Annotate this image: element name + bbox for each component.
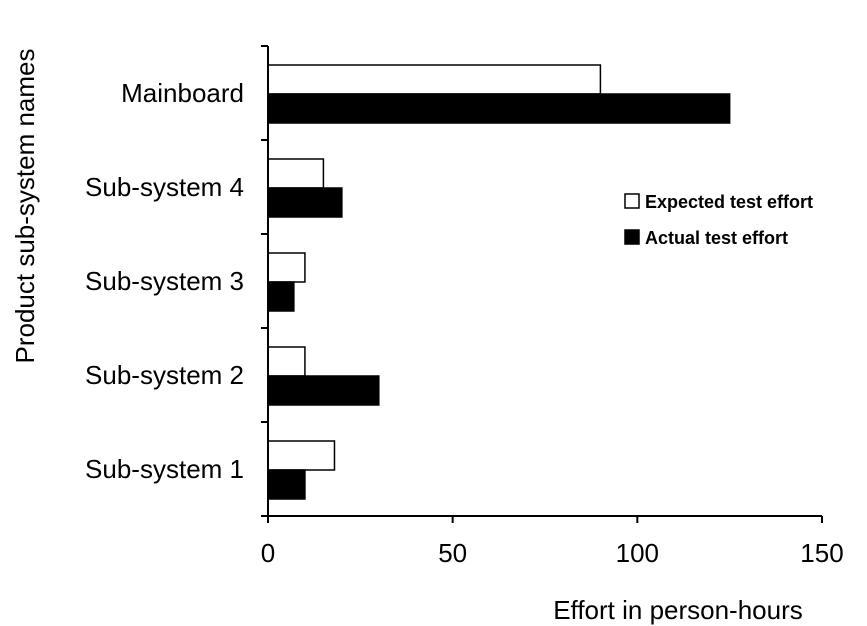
bar-actual-0 <box>267 469 306 500</box>
bar-actual-2 <box>267 281 295 312</box>
bar-expected-4 <box>267 64 602 95</box>
x-tick-label-2: 100 <box>616 538 659 568</box>
bar-expected-2 <box>267 252 306 283</box>
category-label-3: Sub-system 4 <box>85 172 244 202</box>
y-axis-title: Product sub-system names <box>10 48 40 363</box>
bar-actual-4 <box>267 93 731 124</box>
bar-expected-3 <box>267 158 325 189</box>
category-label-4: Mainboard <box>121 78 244 108</box>
x-tick-label-3: 150 <box>800 538 843 568</box>
legend-swatch-expected <box>624 193 640 209</box>
legend-label-expected: Expected test effort <box>645 192 813 212</box>
x-tick-label-0: 0 <box>261 538 275 568</box>
bar-actual-3 <box>267 187 343 218</box>
x-tick-label-1: 50 <box>438 538 467 568</box>
legend: Expected test effort Actual test effort <box>618 184 858 258</box>
bar-actual-1 <box>267 375 380 406</box>
x-axis-title: Effort in person-hours <box>553 595 803 625</box>
legend-swatch-actual <box>624 229 640 245</box>
plot-area: Sub-system 1 Sub-system 2 Sub-system 3 Sub-… <box>85 45 844 568</box>
category-label-2: Sub-system 3 <box>85 266 244 296</box>
legend-label-actual: Actual test effort <box>645 228 788 248</box>
category-label-1: Sub-system 2 <box>85 360 244 390</box>
bar-expected-0 <box>267 440 336 471</box>
bar-expected-1 <box>267 346 306 377</box>
category-label-0: Sub-system 1 <box>85 454 244 484</box>
legend-box <box>618 184 858 258</box>
